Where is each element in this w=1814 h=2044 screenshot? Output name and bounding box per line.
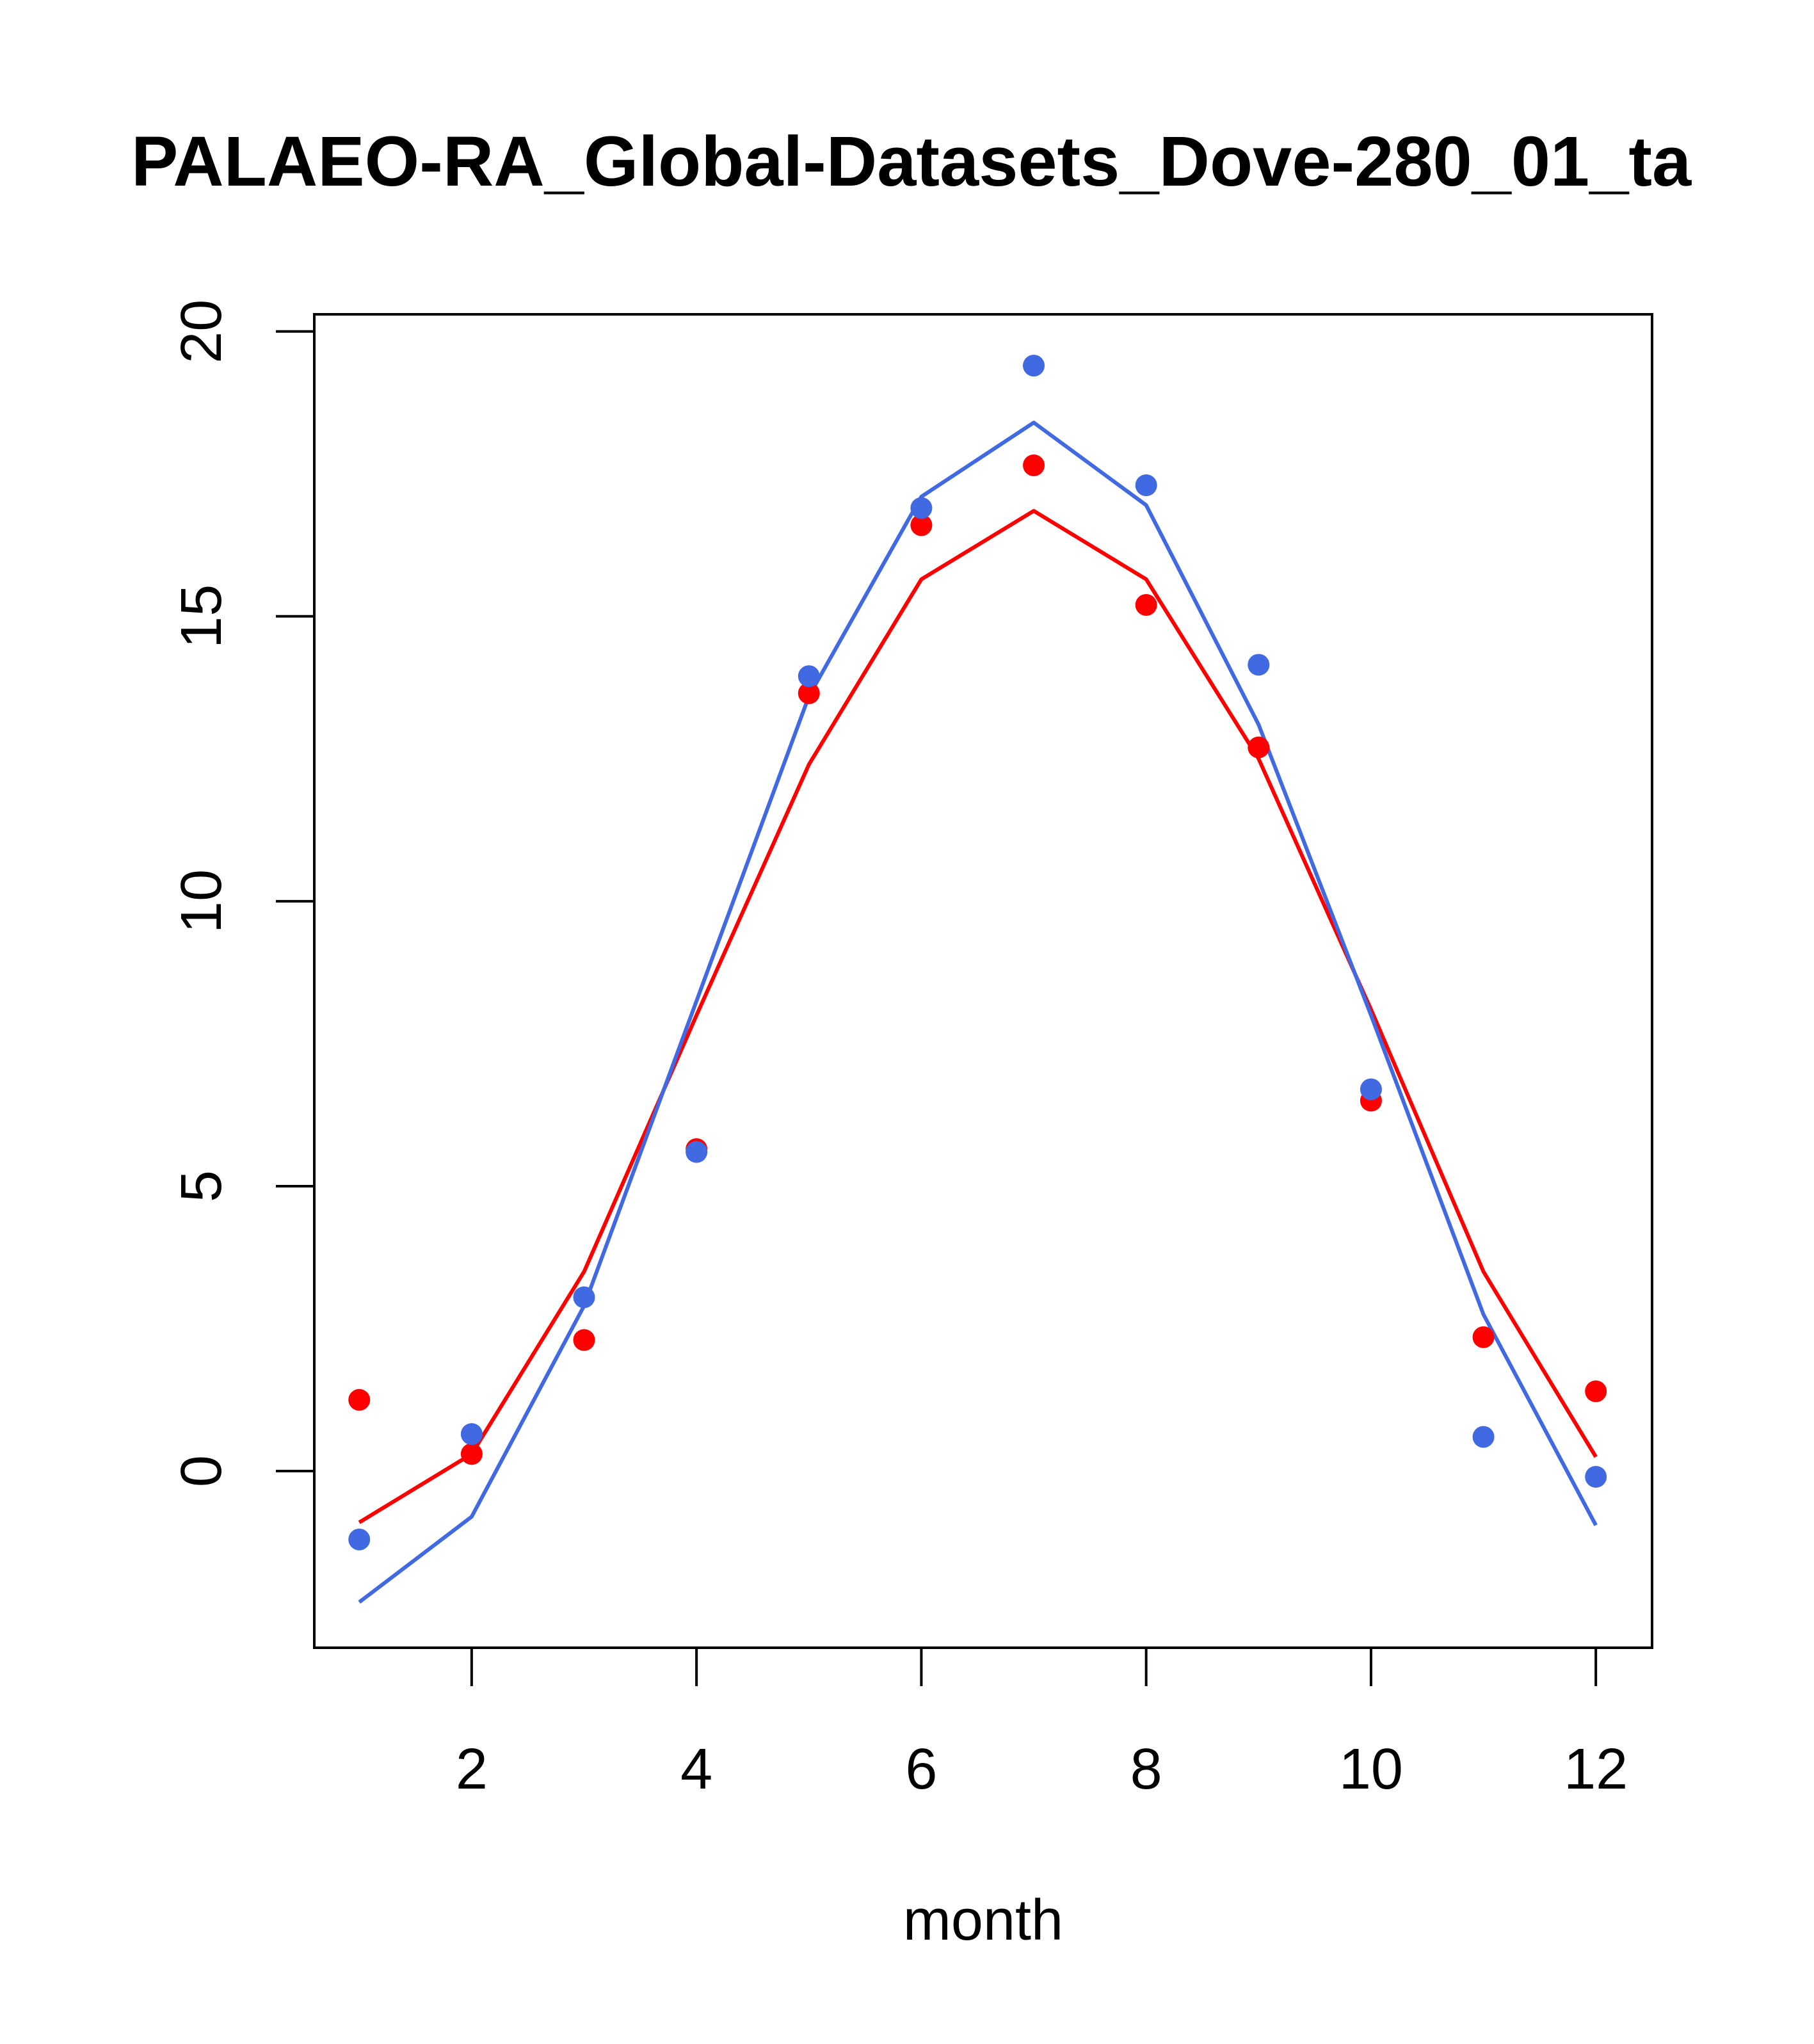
y-axis: 0 5 10 15 20 [170,300,316,1487]
series-1-line [358,509,1598,1524]
series-1-point [1472,1326,1495,1348]
series-1-point [1585,1380,1607,1403]
x-axis-label: month [903,1888,1063,1952]
series-1-point [1135,593,1157,616]
series-2-point [1472,1426,1495,1448]
series-2-point [798,665,820,688]
series-2-point [1023,355,1045,377]
series-2-point [1360,1078,1382,1100]
x-tick-label: 6 [905,1737,937,1801]
series-1-point [348,1388,371,1411]
series-2-point [1585,1465,1607,1488]
y-tick-label: 20 [170,300,234,364]
y-tick-label: 5 [170,1170,234,1202]
y-tick-label: 0 [170,1455,234,1487]
series-layer [348,355,1607,1604]
series-2-point [460,1423,483,1445]
series-1-point [1248,736,1270,759]
x-tick-label: 12 [1564,1737,1628,1801]
series-1-point [1023,454,1045,476]
series-2-line [358,421,1598,1604]
x-axis: 2 4 6 8 10 12 [456,1646,1628,1801]
x-tick-label: 2 [456,1737,488,1801]
chart-title: PALAEO-RA_Global-Datasets_Dove-280_01_ta [131,122,1692,201]
y-tick-label: 15 [170,584,234,648]
series-1-point [910,514,933,536]
series-1-point [798,682,820,704]
series-2-point [686,1141,708,1163]
x-tick-label: 8 [1130,1737,1162,1801]
series-2-point [1248,654,1270,676]
series-2-point [1135,474,1157,497]
series-2-point [573,1286,595,1308]
series-2-point [910,497,933,519]
x-tick-label: 4 [680,1737,712,1801]
series-1-point [573,1329,595,1351]
series-2-point [348,1528,371,1550]
x-tick-label: 10 [1339,1737,1403,1801]
y-tick-label: 10 [170,869,234,933]
series-1-point [460,1443,483,1465]
